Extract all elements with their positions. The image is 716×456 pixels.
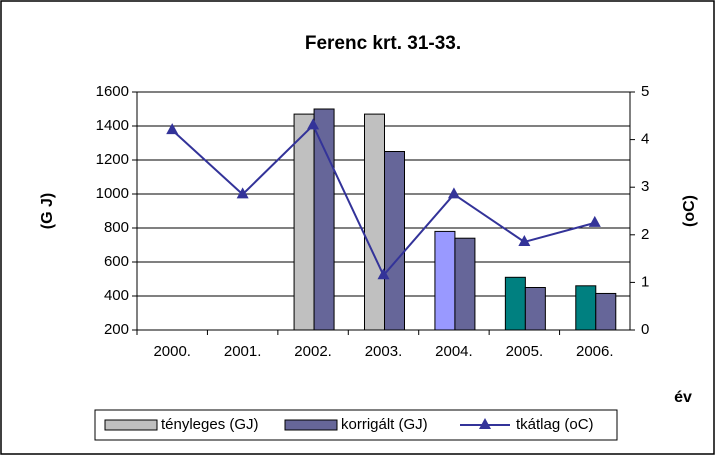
legend-box [94, 409, 618, 441]
y-tick-label: 400 [104, 287, 129, 304]
bar [454, 237, 476, 331]
legend-swatch [284, 419, 338, 431]
legend-label: korrigált (GJ) [341, 416, 428, 433]
legend-label: tkátlag (oC) [516, 416, 594, 433]
legend-marker [479, 418, 491, 429]
line-marker [236, 187, 249, 199]
chart-title: Ferenc krt. 31-33. [305, 33, 461, 54]
y2-tick-label: 0 [641, 321, 649, 338]
bar [434, 230, 456, 331]
x-tick-label: 2004. [435, 343, 473, 360]
bar [595, 292, 617, 331]
x-tick-label: 2006. [576, 343, 614, 360]
x-tick-label: 2001. [224, 343, 262, 360]
x-tick-label: 2002. [294, 343, 332, 360]
bar [364, 113, 385, 331]
y2-axis-title: (oC) [681, 195, 698, 227]
x-axis-title: év [674, 389, 692, 406]
y2-tick-label: 1 [641, 273, 649, 290]
y2-tick-label: 4 [641, 131, 649, 148]
x-tick-label: 2005. [506, 343, 544, 360]
x-tick-label: 2003. [365, 343, 403, 360]
y-tick-label: 1200 [96, 151, 129, 168]
bar [504, 276, 526, 331]
line-marker [377, 268, 390, 280]
y-tick-label: 1600 [96, 83, 129, 100]
line-marker [166, 123, 179, 135]
y-tick-label: 200 [104, 321, 129, 338]
bar [313, 108, 335, 331]
legend-label: tényleges (GJ) [161, 416, 259, 433]
bar [524, 287, 546, 331]
bar [293, 113, 315, 331]
x-tick-label: 2000. [153, 343, 191, 360]
y2-tick-label: 3 [641, 178, 649, 195]
bar [384, 151, 405, 331]
y2-tick-label: 5 [641, 83, 649, 100]
legend-swatch [104, 419, 158, 431]
line-marker [518, 234, 531, 246]
y2-tick-label: 2 [641, 226, 649, 243]
y-axis-title: (G J) [39, 193, 56, 229]
y-tick-label: 1400 [96, 117, 129, 134]
bar [575, 285, 597, 331]
y-tick-label: 1000 [96, 185, 129, 202]
y-tick-label: 600 [104, 253, 129, 270]
y-tick-label: 800 [104, 219, 129, 236]
line-marker [307, 118, 320, 130]
line-marker [447, 187, 460, 199]
line-marker [588, 215, 601, 227]
